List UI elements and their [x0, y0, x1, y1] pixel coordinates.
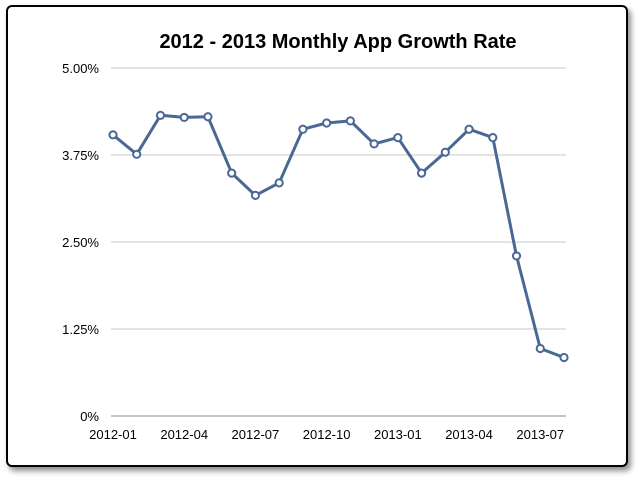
y-tick-label: 3.75%: [62, 148, 99, 163]
data-point: [132, 149, 142, 159]
data-point: [250, 190, 261, 200]
x-tick-label: 2013-04: [445, 427, 493, 442]
data-point: [274, 178, 284, 188]
data-point: [559, 352, 569, 363]
data-point: [464, 124, 474, 134]
data-point: [393, 133, 403, 143]
data-point: [108, 130, 118, 140]
data-point: [179, 112, 189, 123]
series-group: [108, 110, 569, 363]
gridlines: [111, 67, 566, 417]
chart-title: 2012 - 2013 Monthly App Growth Rate: [159, 31, 516, 53]
x-axis-ticks: 2012-01 2012-04 2012-07 2012-10 2013-01 2013-…: [89, 427, 564, 442]
y-tick-label: 2.50%: [62, 235, 99, 250]
data-point: [298, 124, 308, 134]
chart-frame: [6, 5, 628, 467]
data-point: [416, 168, 427, 178]
data-point: [155, 110, 166, 120]
data-point: [203, 112, 213, 122]
y-tick-label: 5.00%: [62, 61, 99, 76]
data-point: [345, 116, 355, 126]
data-point: [535, 343, 545, 354]
data-point: [369, 139, 379, 149]
x-tick-label: 2012-04: [160, 427, 208, 442]
x-tick-label: 2012-10: [303, 427, 351, 442]
data-point: [227, 168, 237, 178]
data-point: [488, 133, 498, 143]
data-point: [511, 251, 522, 261]
data-point: [322, 118, 332, 128]
y-tick-label: 0%: [80, 409, 99, 424]
data-point: [440, 147, 450, 157]
x-tick-label: 2012-01: [89, 427, 137, 442]
y-axis-ticks: 0% 1.25% 2.50% 3.75% 5.00%: [62, 61, 99, 424]
y-tick-label: 1.25%: [62, 322, 99, 337]
x-tick-label: 2013-07: [516, 427, 564, 442]
x-tick-label: 2013-01: [374, 427, 422, 442]
x-tick-label: 2012-07: [232, 427, 280, 442]
series-line: [112, 113, 565, 359]
